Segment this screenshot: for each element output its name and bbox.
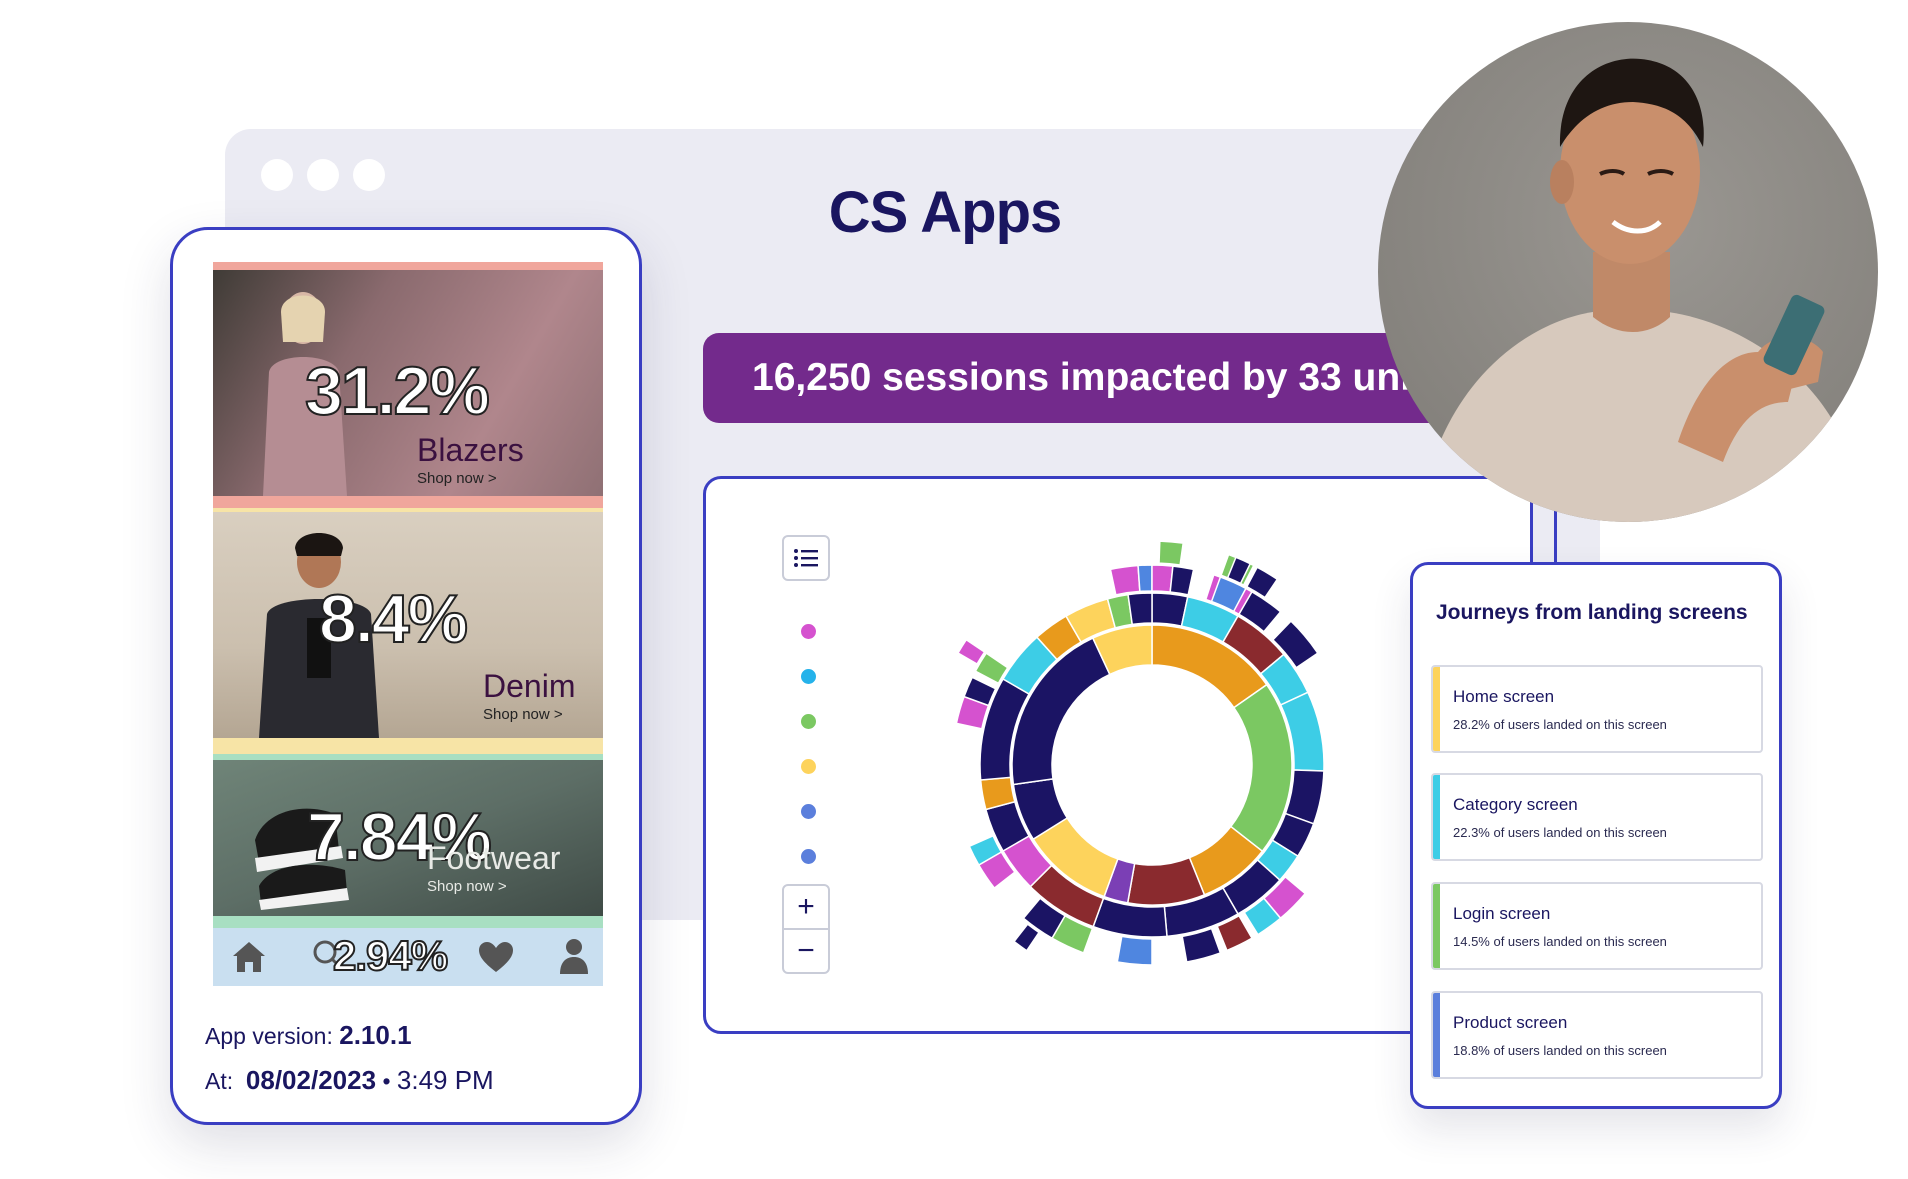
at-label: At: (205, 1068, 234, 1094)
journey-share: 18.8% of users landed on this screen (1453, 1043, 1667, 1058)
journey-item-login[interactable]: Login screen 14.5% of users landed on th… (1431, 882, 1763, 970)
journey-color-bar (1433, 884, 1440, 968)
sunburst-middle-segment[interactable] (1127, 592, 1153, 626)
model-silhouette (263, 292, 347, 496)
sunburst-outer-segment[interactable] (1109, 564, 1141, 596)
sunburst-outer-segment[interactable] (963, 676, 997, 707)
tile-shop-link[interactable]: Shop now > (417, 470, 497, 487)
heart-icon[interactable] (477, 940, 515, 974)
sunburst-outer-segment[interactable] (956, 638, 986, 666)
sunburst-outer-segment[interactable] (1169, 565, 1195, 596)
journey-name: Login screen (1453, 904, 1551, 923)
sneakers (255, 808, 349, 910)
window-dot-3 (353, 159, 385, 191)
journey-item-category[interactable]: Category screen 22.3% of users landed on… (1431, 773, 1763, 861)
connector-line (1554, 505, 1557, 565)
search-icon[interactable] (311, 938, 345, 972)
sunburst-outer-segment[interactable] (1158, 540, 1185, 566)
journey-share: 28.2% of users landed on this screen (1453, 717, 1667, 732)
journey-share: 22.3% of users landed on this screen (1453, 825, 1667, 840)
promo-tile-blazers[interactable]: 31.2% Blazers Shop now > (213, 262, 603, 510)
journey-name: Product screen (1453, 1013, 1568, 1032)
promo-tile-denim[interactable]: 8.4% Denim Shop now > (213, 508, 603, 756)
user-photo (1378, 22, 1878, 522)
zoom-out-button[interactable]: − (782, 928, 830, 974)
time-value: 3:49 PM (396, 1065, 494, 1095)
journey-name: Category screen (1453, 795, 1578, 814)
date-value: 08/02/2023 (245, 1065, 377, 1095)
app-version-value: 2.10.1 (339, 1020, 412, 1050)
sunburst-outer-segment[interactable] (1216, 914, 1254, 952)
sunburst-outer-segment[interactable] (1210, 576, 1247, 613)
journey-color-bar (1433, 667, 1440, 751)
window-dot-1 (261, 159, 293, 191)
sunburst-inner-segment[interactable] (1126, 856, 1206, 906)
list-icon (794, 549, 818, 567)
sunburst-outer-segment[interactable] (974, 652, 1009, 685)
zoom-in-button[interactable]: + (782, 884, 830, 930)
person-illustration (1418, 58, 1848, 522)
sunburst-chart[interactable] (706, 479, 1536, 1037)
home-icon[interactable] (231, 940, 267, 974)
tile-category: Footwear (427, 840, 561, 876)
legend-dot-1[interactable] (801, 624, 816, 639)
sunburst-outer-segment[interactable] (1022, 897, 1067, 940)
tile-percentage: 7.84% (306, 798, 493, 876)
profile-icon[interactable] (559, 938, 589, 974)
journeys-title: Journeys from landing screens (1436, 601, 1748, 624)
app-version-label: App version: (205, 1023, 333, 1049)
tile-category: Denim (483, 668, 576, 704)
legend-dot-6[interactable] (801, 849, 816, 864)
model-silhouette (259, 533, 379, 738)
sunburst-outer-segment[interactable] (1013, 923, 1041, 952)
tile-shop-link[interactable]: Shop now > (427, 878, 507, 895)
journey-color-bar (1433, 775, 1440, 859)
sunburst-outer-segment[interactable] (1151, 564, 1174, 593)
sunburst-outer-segment[interactable] (1245, 566, 1279, 599)
app-title: CS Apps (828, 180, 1063, 245)
nav-percentage: 2.94% (332, 931, 449, 980)
bottom-nav: 2.94% (213, 928, 603, 986)
phone-mockup: 31.2% Blazers Shop now > 8.4% Denim Shop… (170, 227, 642, 1125)
promo-tile-footwear[interactable]: 7.84% Footwear Shop now > (213, 754, 603, 930)
sunburst-outer-segment[interactable] (1237, 590, 1282, 633)
sunburst-card: + − (703, 476, 1533, 1034)
journey-name: Home screen (1453, 687, 1555, 706)
app-version-row: App version: 2.10.1 (205, 1020, 412, 1051)
journey-item-home[interactable]: Home screen 28.2% of users landed on thi… (1431, 665, 1763, 753)
sunburst-inner-segment[interactable] (1091, 624, 1153, 676)
sunburst-outer-segment[interactable] (1226, 556, 1252, 585)
sunburst-outer-segment[interactable] (1271, 620, 1319, 669)
tile-percentage: 31.2% (304, 352, 491, 430)
journey-item-product[interactable]: Product screen 18.8% of users landed on … (1431, 991, 1763, 1079)
tile-percentage: 8.4% (318, 580, 469, 658)
sunburst-outer-segment[interactable] (968, 834, 1003, 867)
journeys-panel: Journeys from landing screens Home scree… (1410, 562, 1782, 1109)
separator: • (382, 1068, 391, 1094)
legend-toggle-button[interactable] (782, 535, 830, 581)
sunburst-outer-segment[interactable] (1181, 927, 1222, 963)
legend-dot-4[interactable] (801, 759, 816, 774)
legend-dot-3[interactable] (801, 714, 816, 729)
tile-category: Blazers (417, 432, 524, 468)
legend-dot-5[interactable] (801, 804, 816, 819)
sunburst-outer-segment[interactable] (1116, 935, 1153, 966)
tile-shop-link[interactable]: Shop now > (483, 706, 563, 723)
legend-dot-2[interactable] (801, 669, 816, 684)
sunburst-outer-segment[interactable] (1243, 897, 1282, 936)
timestamp-row: At: 08/02/2023 • 3:49 PM (205, 1065, 494, 1096)
window-dot-2 (307, 159, 339, 191)
journey-color-bar (1433, 993, 1440, 1077)
journey-share: 14.5% of users landed on this screen (1453, 934, 1667, 949)
sunburst-outer-segment[interactable] (1137, 564, 1153, 593)
